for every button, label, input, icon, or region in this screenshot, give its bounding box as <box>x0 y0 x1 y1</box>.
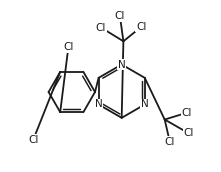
Text: Cl: Cl <box>165 137 175 147</box>
Text: Cl: Cl <box>96 23 106 33</box>
Text: Cl: Cl <box>184 128 194 138</box>
Text: N: N <box>118 60 126 69</box>
Text: N: N <box>95 99 103 110</box>
Text: N: N <box>141 99 149 110</box>
Text: Cl: Cl <box>28 135 38 145</box>
Text: Cl: Cl <box>63 42 74 52</box>
Text: Cl: Cl <box>182 108 192 118</box>
Text: Cl: Cl <box>115 11 125 21</box>
Text: Cl: Cl <box>136 22 147 32</box>
